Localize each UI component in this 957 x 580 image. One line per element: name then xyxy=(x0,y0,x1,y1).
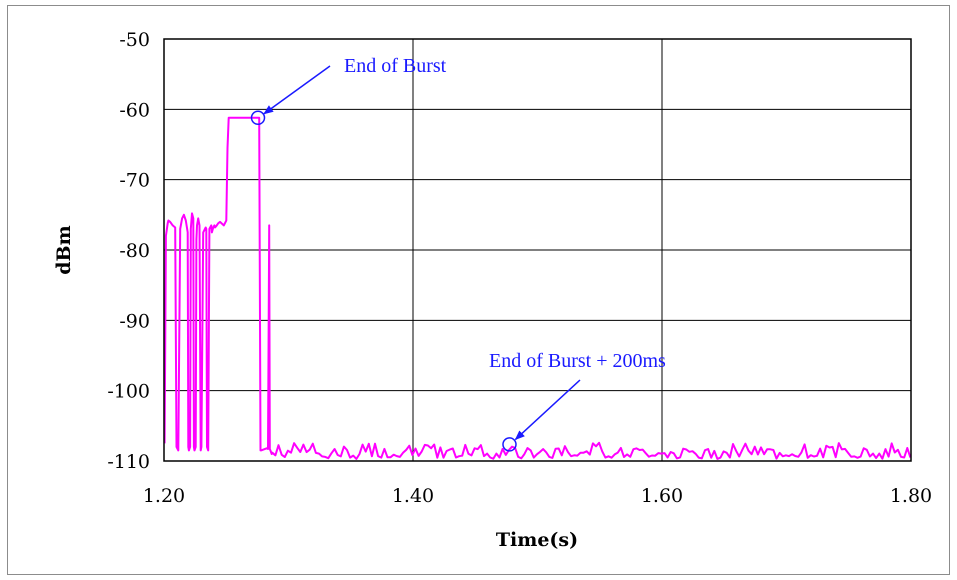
y-tick-label: -70 xyxy=(119,170,150,192)
y-tick-label: -110 xyxy=(107,451,150,473)
x-tick-labels: 1.20 1.40 1.60 1.80 xyxy=(143,485,932,507)
x-tick-label: 1.20 xyxy=(143,485,185,507)
y-tick-label: -100 xyxy=(107,381,150,403)
plot-border xyxy=(163,38,912,462)
y-axis-title: dBm xyxy=(53,225,75,274)
y-tick-labels: -50 -60 -70 -80 -90 -100 -110 xyxy=(107,29,150,473)
x-axis-title: Time(s) xyxy=(496,529,578,551)
x-tick-label: 1.40 xyxy=(392,485,434,507)
y-tick-label: -60 xyxy=(119,99,150,121)
x-tick-label: 1.60 xyxy=(641,485,683,507)
end-of-burst-200ms-arrow xyxy=(514,379,581,441)
annotations: End of Burst End of Burst + 200ms xyxy=(250,55,666,452)
series-line xyxy=(163,116,912,460)
y-tick-label: -50 xyxy=(119,29,150,51)
end-of-burst-marker xyxy=(250,110,266,126)
x-tick-label: 1.80 xyxy=(890,485,932,507)
end-of-burst-label: End of Burst xyxy=(344,55,447,77)
y-tick-label: -90 xyxy=(119,310,150,332)
end-of-burst-200ms-label: End of Burst + 200ms xyxy=(489,350,666,372)
end-of-burst-200ms-marker xyxy=(502,437,517,452)
y-tick-label: -80 xyxy=(119,240,150,262)
end-of-burst-arrow xyxy=(263,65,331,115)
